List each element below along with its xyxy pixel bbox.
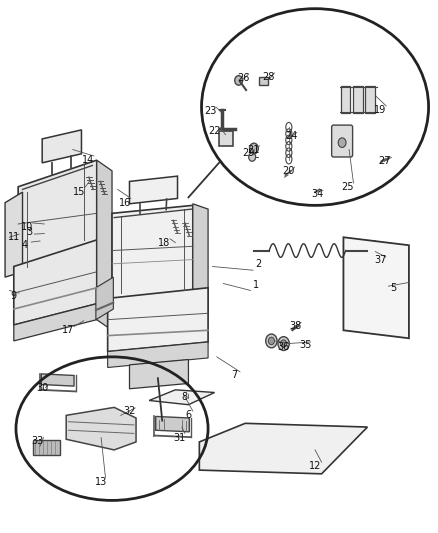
Text: 29: 29 [243,148,255,158]
Polygon shape [366,241,375,261]
Text: 1: 1 [253,280,259,290]
Text: 34: 34 [311,189,323,199]
Polygon shape [66,407,136,450]
Text: 32: 32 [124,406,136,416]
Circle shape [235,76,243,85]
Text: 31: 31 [173,433,186,443]
Text: 9: 9 [11,290,17,301]
Text: 33: 33 [32,436,44,446]
FancyBboxPatch shape [259,77,268,85]
Text: 10: 10 [21,222,33,232]
Polygon shape [97,160,112,330]
Text: 8: 8 [181,392,187,402]
Text: 7: 7 [231,370,237,381]
Circle shape [266,334,277,348]
Text: 38: 38 [289,321,301,331]
Text: 35: 35 [299,340,311,350]
Text: 22: 22 [208,126,221,136]
Circle shape [278,337,289,351]
Text: 15: 15 [73,187,85,197]
Text: 30: 30 [36,383,48,393]
Text: 11: 11 [8,232,20,243]
Text: 24: 24 [285,131,297,141]
FancyBboxPatch shape [353,86,363,113]
Text: 23: 23 [204,106,216,116]
Text: 13: 13 [95,477,107,487]
FancyBboxPatch shape [32,440,60,455]
Text: 21: 21 [248,144,260,155]
FancyBboxPatch shape [332,125,353,157]
Text: 16: 16 [119,198,131,208]
Text: 36: 36 [278,342,290,352]
Text: 18: 18 [158,238,170,247]
Circle shape [281,340,287,348]
Text: 14: 14 [82,155,94,165]
Polygon shape [5,192,22,277]
FancyBboxPatch shape [341,86,350,113]
Circle shape [249,153,256,161]
Text: 28: 28 [263,72,275,82]
Text: 20: 20 [283,166,295,176]
Text: 25: 25 [342,182,354,192]
Circle shape [268,337,275,345]
Polygon shape [14,240,97,325]
Polygon shape [108,342,208,368]
Text: 17: 17 [62,325,74,335]
Text: 5: 5 [391,283,397,293]
Text: 2: 2 [255,259,261,269]
FancyBboxPatch shape [365,86,375,113]
Circle shape [250,143,258,154]
Polygon shape [149,390,215,405]
Polygon shape [42,130,81,163]
Text: 19: 19 [374,104,387,115]
Polygon shape [41,374,74,386]
Circle shape [338,138,346,148]
Text: 4: 4 [21,240,28,250]
Polygon shape [130,360,188,389]
Polygon shape [343,237,409,338]
Text: 26: 26 [237,73,249,83]
Polygon shape [155,416,189,432]
Polygon shape [130,176,177,204]
Polygon shape [193,204,208,316]
Polygon shape [112,205,193,301]
Polygon shape [199,423,367,474]
Text: 6: 6 [185,410,191,421]
Text: 3: 3 [26,227,32,237]
Text: 37: 37 [374,255,387,265]
Polygon shape [108,288,208,352]
Text: 12: 12 [309,461,321,471]
Polygon shape [96,277,113,320]
Polygon shape [18,160,97,272]
Text: 27: 27 [379,156,391,166]
FancyBboxPatch shape [219,131,233,147]
Polygon shape [14,304,97,341]
